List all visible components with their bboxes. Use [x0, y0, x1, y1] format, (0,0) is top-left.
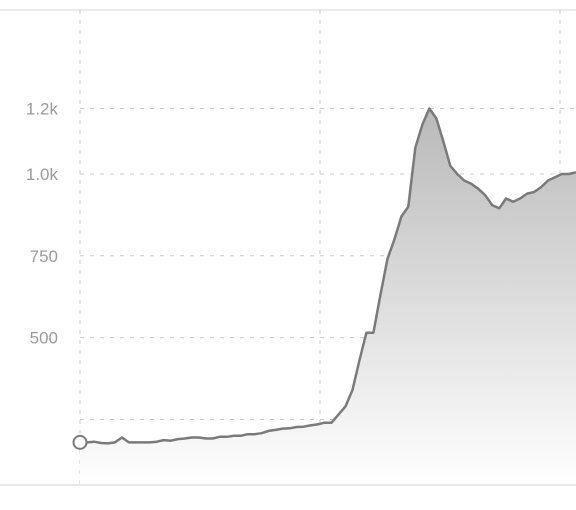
y-tick-label-1200: 1.2k [26, 100, 59, 119]
y-tick-label-750: 750 [30, 247, 58, 266]
series-start-marker[interactable] [72, 434, 88, 450]
y-tick-label-500: 500 [30, 329, 58, 348]
series-line [80, 107, 576, 445]
area-fill [80, 108, 576, 485]
y-tick-label-1000: 1.0k [26, 165, 59, 184]
y-axis-tick-labels: 500 750 1.0k 1.2k [26, 100, 59, 348]
